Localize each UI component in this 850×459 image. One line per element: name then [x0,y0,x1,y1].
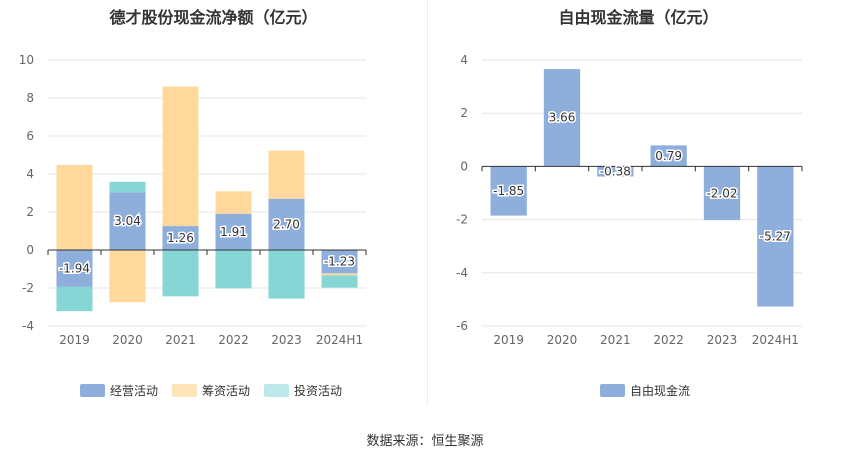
cashflow-data-label-2019: -1.94 [59,261,90,275]
cashflow-bar-1-2019 [56,164,93,250]
cashflow-bar-2-2024H1 [321,275,358,288]
cashflow-x-tick-label: 2019 [59,333,90,347]
cashflow-bar-1-2023 [268,150,305,199]
legend-swatch-financing [172,384,198,397]
cashflow-bar-0-2023 [268,198,305,250]
cashflow-x-tick-label: 2023 [271,333,302,347]
cashflow-data-label-2021: 1.26 [167,231,194,245]
cashflow-data-label-2022: 1.91 [220,225,247,239]
cashflow-bar-0-2024H1 [321,250,358,274]
cashflow-bar-0-2022 [215,213,252,250]
cashflow-bar-2-2020 [109,181,146,193]
fcf-bar-0-2021 [597,166,634,177]
cashflow-data-label-2023: 2.70 [273,217,300,231]
legend-swatch-fcf [600,384,625,397]
cashflow-bar-2-2021 [162,250,199,297]
cashflow-bar-1-2024H1 [321,273,358,276]
legend-label-financing: 筹资活动 [202,384,251,398]
cashflow-x-tick-label: 2020 [112,333,143,347]
fcf-bar-0-2023 [703,166,741,221]
fcf-x-tick-label: 2023 [707,333,738,347]
fcf-y-tick-label: 4 [460,53,468,67]
cashflow-data-label-2020: 3.04 [114,214,141,228]
legend-item-operating[interactable]: 经营活动 [80,382,158,399]
fcf-bar-0-2024H1 [757,166,794,307]
fcf-y-tick-label: 2 [460,106,468,120]
fcf-chart: -6 -4 -2 0 2 4 2019 2020 2021 2022 2023 2024H1 -1.85… [456,53,803,347]
fcf-data-label-2020: 3.66 [549,111,576,125]
cashflow-y-tick-label: 4 [26,167,34,181]
panel-divider [427,0,428,405]
fcf-y-tick-label: -2 [456,213,468,227]
cashflow-data-label-2024H1: -1.23 [324,255,355,269]
legend-item-fcf[interactable]: 自由现金流 [600,382,690,399]
fcf-y-tick-label: -6 [456,319,468,333]
cashflow-chart: -4 -2 0 2 4 6 8 10 2019 2020 2021 2022 2023 2024H1 -1.… [19,53,367,347]
fcf-y-tick-label: 0 [460,159,468,173]
fcf-bar-0-2019 [490,166,527,216]
fcf-x-tick-label: 2020 [547,333,578,347]
cashflow-bar-0-2019 [56,250,93,287]
fcf-x-tick-label: 2021 [600,333,631,347]
legend-label-investing: 投资活动 [294,384,343,398]
cashflow-y-tick-label: -4 [22,319,34,333]
cashflow-y-tick-label: -2 [22,281,34,295]
fcf-x-tick-label: 2024H1 [752,333,799,347]
cashflow-x-tick-label: 2022 [218,333,249,347]
fcf-data-label-2022: 0.79 [655,149,682,163]
fcf-data-label-2024H1: -5.27 [760,229,791,243]
fcf-data-label-2021: -0.38 [600,164,631,178]
cashflow-bar-2-2022 [215,250,252,289]
cashflow-bar-0-2020 [109,192,146,250]
fcf-data-label-2019: -1.85 [493,184,524,198]
cashflow-bar-1-2021 [162,86,199,227]
cashflow-bar-2-2023 [268,250,305,299]
chart-title-cashflow: 德才股份现金流净额（亿元） [109,8,318,27]
chart-title-fcf: 自由现金流量（亿元） [558,8,719,27]
fcf-x-tick-label: 2022 [653,333,684,347]
cashflow-bar-1-2020 [109,250,146,303]
cashflow-bar-2-2019 [56,286,93,312]
cashflow-x-tick-label: 2021 [165,333,196,347]
cashflow-y-tick-label: 0 [26,243,34,257]
cashflow-y-tick-label: 6 [26,129,34,143]
fcf-data-label-2023: -2.02 [706,186,737,200]
legend-label-operating: 经营活动 [110,384,159,398]
fcf-bar-0-2022 [650,145,687,167]
legend-label-fcf: 自由现金流 [630,384,691,398]
fcf-x-tick-label: 2019 [493,333,524,347]
fcf-legend: 自由现金流 [600,382,690,399]
cashflow-y-tick-label: 10 [19,53,34,67]
data-source-note: 数据来源：恒生聚源 [366,434,484,449]
cashflow-bar-0-2021 [162,226,199,250]
fcf-bar-0-2020 [543,69,581,167]
cashflow-bar-1-2022 [215,191,252,214]
cashflow-x-tick-label: 2024H1 [316,333,363,347]
legend-item-investing[interactable]: 投资活动 [264,382,342,399]
cashflow-y-tick-label: 8 [26,91,34,105]
fcf-y-tick-label: -4 [456,266,468,280]
cashflow-y-tick-label: 2 [26,205,34,219]
legend-swatch-investing [264,384,290,397]
legend-item-financing[interactable]: 筹资活动 [172,382,250,399]
cashflow-legend: 经营活动 筹资活动 投资活动 [80,382,342,399]
legend-swatch-operating [80,384,105,397]
